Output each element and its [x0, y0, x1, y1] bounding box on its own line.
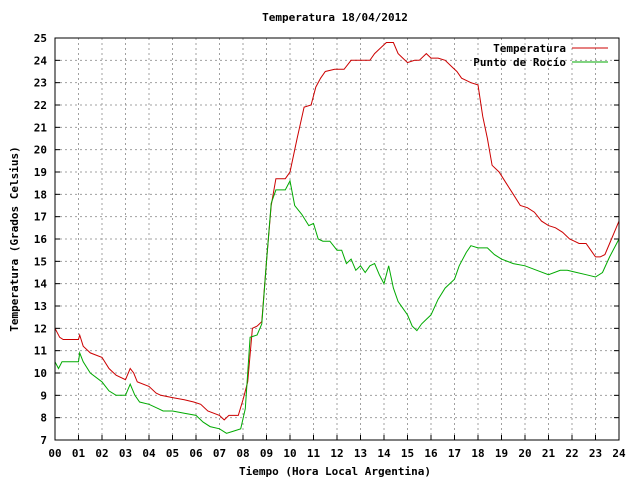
series-lines	[54, 42, 620, 434]
x-tick-label: 22	[565, 447, 578, 460]
y-tick-label: 25	[34, 32, 47, 45]
x-tick-label: 15	[401, 447, 414, 460]
y-tick-label: 14	[34, 278, 48, 291]
y-tick-label: 21	[34, 121, 48, 134]
y-tick-label: 15	[34, 255, 47, 268]
y-tick-label: 8	[40, 412, 47, 425]
x-tick-label: 24	[612, 447, 626, 460]
x-tick-label: 04	[142, 447, 156, 460]
y-tick-label: 19	[34, 166, 47, 179]
x-tick-label: 07	[213, 447, 226, 460]
y-tick-label: 13	[34, 300, 47, 313]
y-axis-label: Temperatura (Grados Celsius)	[8, 146, 21, 331]
y-tick-label: 12	[34, 322, 47, 335]
series-line-1	[54, 179, 620, 434]
x-tick-label: 03	[119, 447, 132, 460]
plot-frame	[54, 37, 620, 441]
x-tick-label: 05	[166, 447, 179, 460]
y-tick-label: 17	[34, 211, 47, 224]
legend-label-1: Punto de Rocío	[473, 56, 566, 69]
x-tick-label: 10	[283, 447, 296, 460]
x-tick-label: 12	[330, 447, 343, 460]
y-tick-label: 7	[40, 434, 47, 447]
y-tick-label: 9	[40, 389, 47, 402]
x-tick-label: 18	[471, 447, 484, 460]
y-tick-label: 20	[34, 144, 47, 157]
x-tick-label: 17	[448, 447, 461, 460]
chart-title: Temperatura 18/04/2012	[262, 11, 408, 24]
series-line-0	[54, 42, 620, 421]
y-tick-label: 18	[34, 188, 47, 201]
x-tick-label: 02	[95, 447, 108, 460]
y-axis-ticks: 7 8 9 10 11 12 13 14 15 16 17 18 19 20 21 22 23 24 25	[34, 32, 619, 447]
grid	[55, 38, 619, 440]
x-tick-label: 01	[72, 447, 86, 460]
legend-label-0: Temperatura	[493, 42, 566, 55]
x-tick-label: 11	[307, 447, 321, 460]
x-tick-label: 08	[236, 447, 249, 460]
x-tick-label: 19	[495, 447, 508, 460]
x-axis-ticks: 00 01 02 03 04 05 06 07 08 09 10 11 12 13 14 15 16 17 18 19…	[48, 435, 626, 460]
y-tick-label: 24	[34, 54, 48, 67]
x-tick-label: 23	[589, 447, 602, 460]
y-tick-label: 23	[34, 77, 47, 90]
x-tick-label: 14	[377, 447, 391, 460]
x-tick-label: 09	[260, 447, 273, 460]
x-tick-label: 00	[48, 447, 61, 460]
y-tick-label: 11	[34, 345, 48, 358]
x-tick-label: 06	[189, 447, 203, 460]
x-tick-label: 16	[424, 447, 438, 460]
x-tick-label: 21	[542, 447, 556, 460]
x-tick-label: 20	[518, 447, 531, 460]
y-tick-label: 16	[34, 233, 48, 246]
y-tick-label: 22	[34, 99, 47, 112]
x-tick-label: 13	[354, 447, 367, 460]
y-tick-label: 10	[34, 367, 47, 380]
x-axis-label: Tiempo (Hora Local Argentina)	[239, 465, 431, 478]
